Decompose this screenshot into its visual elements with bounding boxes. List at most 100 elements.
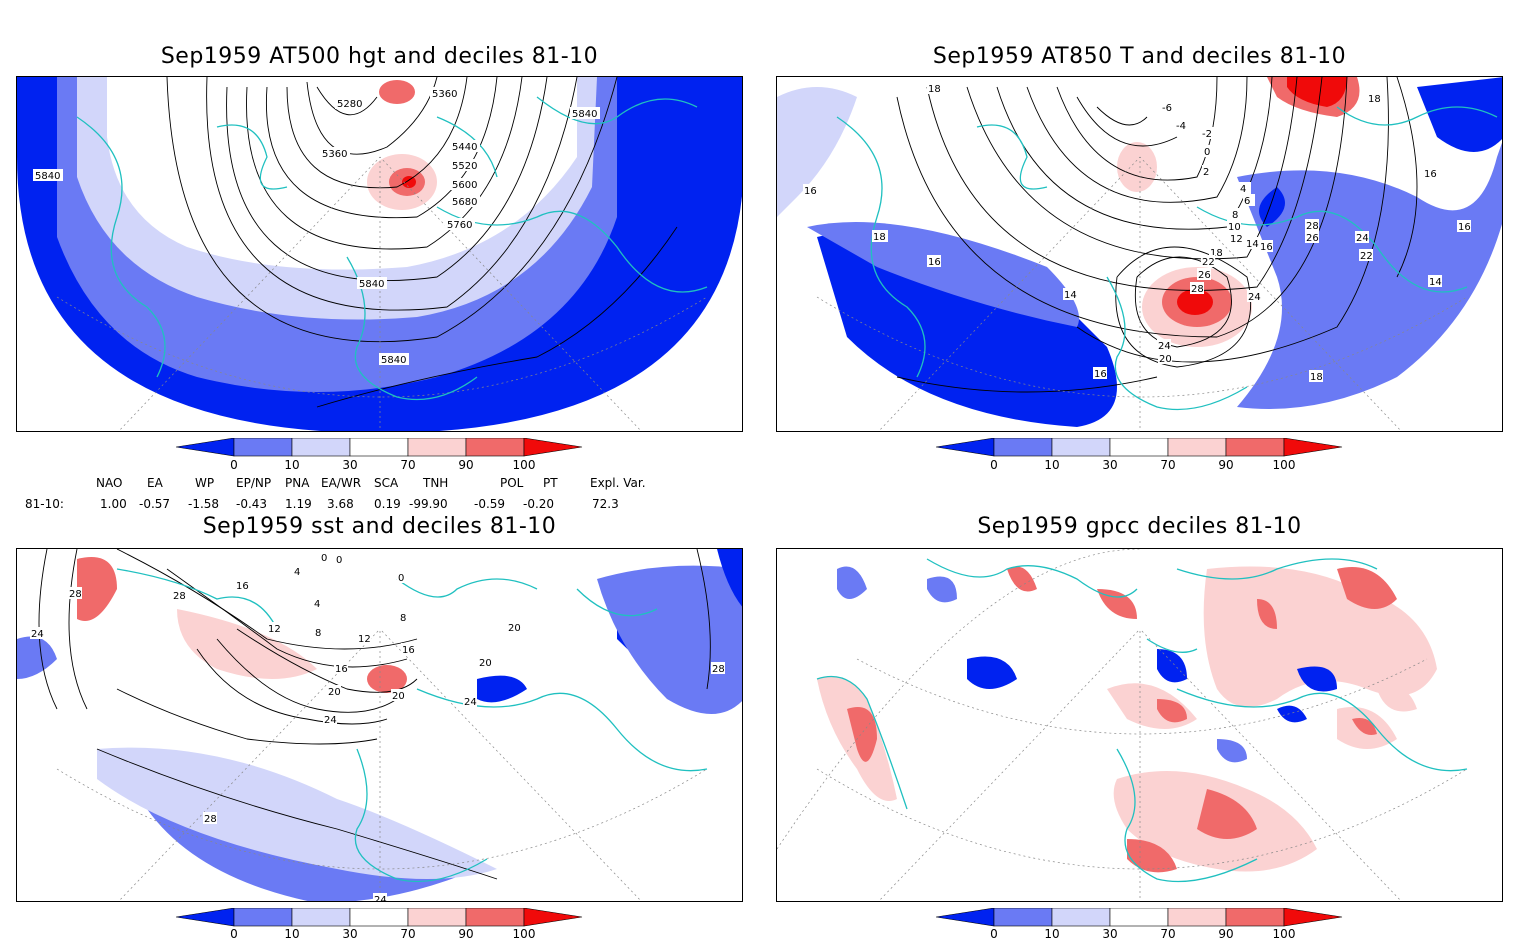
colorbar-bin bbox=[407, 438, 467, 457]
index-row-label: 81-10: bbox=[25, 497, 64, 511]
svg-text:0: 0 bbox=[336, 555, 342, 566]
contour-label: 16 bbox=[1457, 220, 1471, 233]
colorbar-bin bbox=[233, 438, 293, 457]
decile-field-strong-below bbox=[717, 549, 742, 607]
contour-label: 20 bbox=[391, 689, 405, 702]
index-value: 72.3 bbox=[592, 497, 619, 511]
contour-label: 5840 bbox=[357, 277, 387, 290]
index-value: -0.59 bbox=[474, 497, 506, 511]
svg-text:8: 8 bbox=[1232, 210, 1238, 221]
svg-text:8: 8 bbox=[400, 613, 406, 624]
contour-label: 24 bbox=[1355, 231, 1369, 244]
contour-label: 5360 bbox=[430, 87, 460, 100]
contour-label: 5840 bbox=[570, 107, 600, 120]
index-value: -99.90 bbox=[409, 497, 448, 511]
colorbar-gpcc: 0 10 30 70 90 100 bbox=[936, 908, 1343, 940]
colorbar-tick: 30 bbox=[342, 458, 357, 472]
svg-text:24: 24 bbox=[1248, 292, 1261, 303]
colorbar-bin bbox=[523, 438, 583, 457]
contour-label: 14 bbox=[1245, 237, 1259, 250]
svg-text:2: 2 bbox=[1203, 167, 1209, 178]
contour-label: 28 bbox=[1190, 282, 1204, 295]
svg-text:28: 28 bbox=[712, 664, 725, 675]
svg-text:5840: 5840 bbox=[572, 109, 597, 120]
colorbar-tick: 0 bbox=[990, 458, 998, 472]
index-header: TNH bbox=[423, 476, 449, 490]
precip-decile-patches bbox=[817, 566, 1437, 873]
contour-label: 12 bbox=[267, 622, 281, 635]
contour-label: -4 bbox=[1175, 119, 1189, 132]
contour-label: 4 bbox=[293, 565, 303, 578]
contour-label: 16 bbox=[927, 255, 941, 268]
svg-text:5840: 5840 bbox=[359, 279, 384, 290]
index-header: Expl. Var. bbox=[590, 476, 646, 490]
colorbar-tick: 100 bbox=[1273, 458, 1296, 472]
svg-text:20: 20 bbox=[479, 658, 492, 669]
contour-label: 24 bbox=[1247, 290, 1261, 303]
svg-text:18: 18 bbox=[1310, 372, 1323, 383]
colorbar-bin bbox=[407, 908, 467, 927]
svg-text:28: 28 bbox=[69, 589, 82, 600]
svg-text:5360: 5360 bbox=[432, 89, 457, 100]
contour-label: 5360 bbox=[320, 147, 350, 160]
colorbar-hgt: 0 10 30 70 90 100 bbox=[176, 438, 583, 472]
colorbar-bins bbox=[936, 438, 1343, 457]
svg-text:22: 22 bbox=[1360, 251, 1373, 262]
graticule bbox=[56, 156, 708, 431]
colorbar-bin bbox=[936, 438, 995, 457]
colorbar-bin bbox=[465, 908, 525, 927]
contour-label: 18 bbox=[1309, 370, 1323, 383]
colorbar-tick: 70 bbox=[1160, 458, 1175, 472]
svg-text:0: 0 bbox=[321, 553, 327, 564]
decile-field-high bbox=[77, 557, 117, 621]
svg-text:22: 22 bbox=[1202, 257, 1215, 268]
contour-label: 16 bbox=[803, 184, 819, 197]
colorbar-bin bbox=[291, 908, 351, 927]
contour-label: 8 bbox=[314, 626, 324, 639]
decile-field-below bbox=[1237, 142, 1502, 409]
index-table: NAO EA WP EP/NP PNA EA/WR SCA TNH POL PT… bbox=[0, 476, 700, 516]
index-value: -1.58 bbox=[188, 497, 220, 511]
graticule bbox=[777, 549, 1468, 901]
svg-text:4: 4 bbox=[294, 567, 300, 578]
contour-label: 28 bbox=[172, 589, 186, 602]
colorbar-bin bbox=[291, 438, 351, 457]
colorbar-sst: 0 10 30 70 90 100 bbox=[176, 908, 583, 940]
contour-label: 28 bbox=[1305, 219, 1319, 232]
contour-label: 24 bbox=[30, 627, 44, 640]
colorbar-bins bbox=[936, 908, 1343, 927]
contour-label: 0 bbox=[335, 553, 345, 566]
contour-label: 4 bbox=[1239, 182, 1251, 195]
graticule bbox=[56, 628, 708, 901]
contour-label: 14 bbox=[1428, 275, 1442, 288]
index-header: WP bbox=[195, 476, 215, 490]
index-value: 0.19 bbox=[374, 497, 401, 511]
contour-label: 24 bbox=[463, 695, 477, 708]
colorbar-tick: 0 bbox=[230, 458, 238, 472]
colorbar-bin bbox=[1225, 438, 1285, 457]
contour-label: 20 bbox=[327, 685, 341, 698]
svg-text:16: 16 bbox=[1260, 242, 1273, 253]
height-contours bbox=[166, 77, 678, 408]
svg-text:24: 24 bbox=[464, 697, 477, 708]
svg-text:24: 24 bbox=[324, 715, 337, 726]
svg-text:28: 28 bbox=[204, 814, 217, 825]
colorbar-bin bbox=[523, 908, 583, 927]
contour-label: 20 bbox=[1158, 352, 1172, 365]
contour-label: 12 bbox=[1229, 232, 1243, 245]
colorbar-bin bbox=[176, 908, 235, 927]
svg-text:16: 16 bbox=[1424, 169, 1437, 180]
contour-label-group: 18 16 18 -6 -4 -2 0 2 4 6 8 10 12 14 16 … bbox=[803, 82, 1471, 383]
decile-field-extreme bbox=[1287, 77, 1347, 107]
colorbar-tick: 100 bbox=[513, 458, 536, 472]
contour-label: 28 bbox=[203, 812, 217, 825]
decile-field-high bbox=[379, 80, 415, 104]
svg-text:0: 0 bbox=[398, 573, 404, 584]
contour-label: 5600 bbox=[450, 178, 480, 191]
contour-label: 5840 bbox=[33, 169, 63, 182]
contour-label: 5280 bbox=[335, 97, 365, 110]
contour-label: 20 bbox=[507, 621, 521, 634]
colorbar-bin bbox=[233, 908, 293, 927]
svg-text:20: 20 bbox=[1159, 354, 1172, 365]
svg-text:16: 16 bbox=[928, 257, 941, 268]
